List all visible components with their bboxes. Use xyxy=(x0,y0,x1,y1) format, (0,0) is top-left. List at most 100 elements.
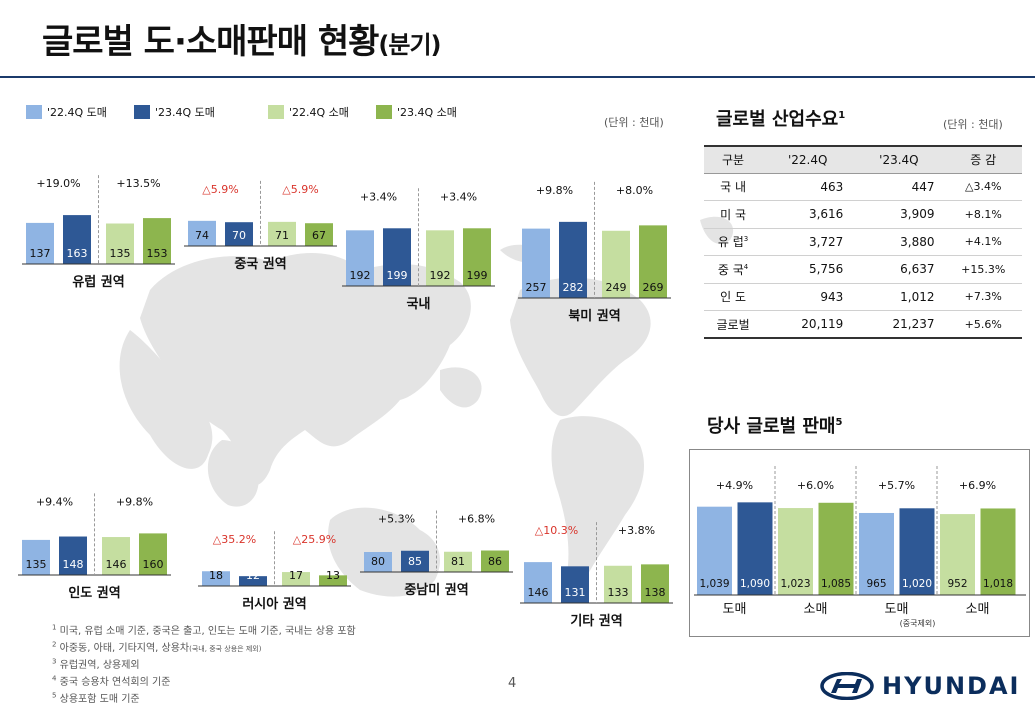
cell-q22: 5,756 xyxy=(762,255,854,284)
cell-q22: 943 xyxy=(762,283,854,311)
cell-change: +8.1% xyxy=(944,200,1022,229)
legend-label: '22.4Q 소매 xyxy=(289,106,349,119)
footnote-5: 5 상용포함 도매 기준 xyxy=(52,691,140,705)
bar xyxy=(102,537,130,575)
bar xyxy=(282,572,310,586)
row-name: 유 럽3 xyxy=(704,228,763,256)
change-label: +9.8% xyxy=(536,184,573,197)
region-title: 기타 권역 xyxy=(570,613,622,629)
region-title: 북미 권역 xyxy=(568,308,620,324)
bar-value-label: 135 xyxy=(26,558,47,571)
bar xyxy=(602,230,630,298)
bar-value-label: 192 xyxy=(350,269,371,282)
bar xyxy=(737,502,773,595)
bar xyxy=(225,222,253,246)
header-q22: '22.4Q xyxy=(762,145,854,174)
cell-change: △3.4% xyxy=(944,173,1022,201)
bar xyxy=(239,576,267,586)
row-name: 미 국 xyxy=(704,200,763,229)
bar xyxy=(940,514,975,595)
change-label: △5.9% xyxy=(282,183,318,196)
change-label: +4.9% xyxy=(716,479,753,492)
bar xyxy=(106,223,134,264)
bar-value-label: 137 xyxy=(30,247,51,260)
bar-value-label: 146 xyxy=(106,558,127,571)
cell-q23: 1,012 xyxy=(853,283,945,311)
table-row: 국 내 463 447 △3.4% xyxy=(704,173,1022,201)
cell-q22: 3,616 xyxy=(762,200,854,229)
bar xyxy=(426,230,454,286)
row-name: 글로벌 xyxy=(704,310,763,339)
change-label: △5.9% xyxy=(202,183,238,196)
bar xyxy=(481,550,509,572)
region-title: 유럽 권역 xyxy=(72,274,124,290)
change-label: +6.9% xyxy=(959,479,996,492)
change-label: △25.9% xyxy=(293,533,336,546)
bar xyxy=(980,508,1016,595)
region-title: 중남미 권역 xyxy=(404,582,468,598)
legend-item-q22-wholesale: '22.4Q 도매 xyxy=(26,104,107,120)
global-sales-panel xyxy=(689,449,1030,637)
hyundai-emblem-icon xyxy=(820,672,874,700)
bar xyxy=(444,551,472,572)
bar xyxy=(401,550,429,572)
legend-item-q22-retail: '22.4Q 소매 xyxy=(268,104,349,120)
bar-value-label: 146 xyxy=(528,586,549,599)
header-change: 증 감 xyxy=(944,145,1022,174)
hyundai-logo: HYUNDAI xyxy=(820,672,1020,700)
legend-swatch xyxy=(376,105,392,119)
demand-title: 글로벌 산업수요1 xyxy=(716,109,846,130)
bar xyxy=(524,562,552,603)
bar-value-label: 257 xyxy=(526,281,547,294)
change-label: +9.8% xyxy=(116,495,153,508)
bar-value-label: 138 xyxy=(645,586,666,599)
bar xyxy=(559,221,587,298)
footnote-3: 3 유럽권역, 상용제외 xyxy=(52,657,140,671)
bar-value-label: 71 xyxy=(275,229,289,242)
bar-value-label: 199 xyxy=(467,269,488,282)
bar-value-label: 1,018 xyxy=(983,578,1013,590)
bar-value-label: 133 xyxy=(608,586,629,599)
change-label: +13.5% xyxy=(116,177,160,190)
legend-swatch xyxy=(134,105,150,119)
cell-change: +7.3% xyxy=(944,283,1022,311)
bar xyxy=(26,222,54,264)
bar xyxy=(346,230,374,286)
change-label: +5.3% xyxy=(378,513,415,526)
page-number: 4 xyxy=(508,676,517,691)
bar xyxy=(859,512,894,595)
bar xyxy=(522,228,550,298)
page-title: 글로벌 도·소매판매 현황(분기) xyxy=(42,22,442,62)
bar xyxy=(561,566,589,603)
change-label: +19.0% xyxy=(36,177,80,190)
bar-value-label: 74 xyxy=(195,229,209,242)
group-label: 도매 xyxy=(723,602,747,617)
bar xyxy=(22,539,50,575)
global-sales-title: 당사 글로벌 판매5 xyxy=(707,416,843,437)
chart-unit-label: (단위 : 천대) xyxy=(604,116,664,129)
group-label: 소매 xyxy=(966,602,990,617)
bar-value-label: 1,085 xyxy=(821,578,851,590)
bar xyxy=(697,506,732,595)
title-divider xyxy=(0,76,1035,78)
table-row: 중 국4 5,756 6,637 +15.3% xyxy=(704,255,1022,284)
bar-value-label: 18 xyxy=(209,569,223,582)
bar xyxy=(202,571,230,586)
change-label: +8.0% xyxy=(616,184,653,197)
table-row: 인 도 943 1,012 +7.3% xyxy=(704,283,1022,311)
table-row: 미 국 3,616 3,909 +8.1% xyxy=(704,200,1022,229)
legend-label: '23.4Q 소매 xyxy=(397,106,457,119)
header-q23: '23.4Q xyxy=(853,145,945,174)
bar xyxy=(639,225,667,298)
bar-value-label: 85 xyxy=(408,555,422,568)
bar xyxy=(604,565,632,603)
bar-value-label: 1,020 xyxy=(902,578,932,590)
legend-swatch xyxy=(268,105,284,119)
change-label: +5.7% xyxy=(878,479,915,492)
legend-swatch xyxy=(26,105,42,119)
legend-label: '22.4Q 도매 xyxy=(47,106,107,119)
row-name: 인 도 xyxy=(704,283,763,311)
bar xyxy=(139,533,167,575)
change-label: △35.2% xyxy=(213,533,256,546)
